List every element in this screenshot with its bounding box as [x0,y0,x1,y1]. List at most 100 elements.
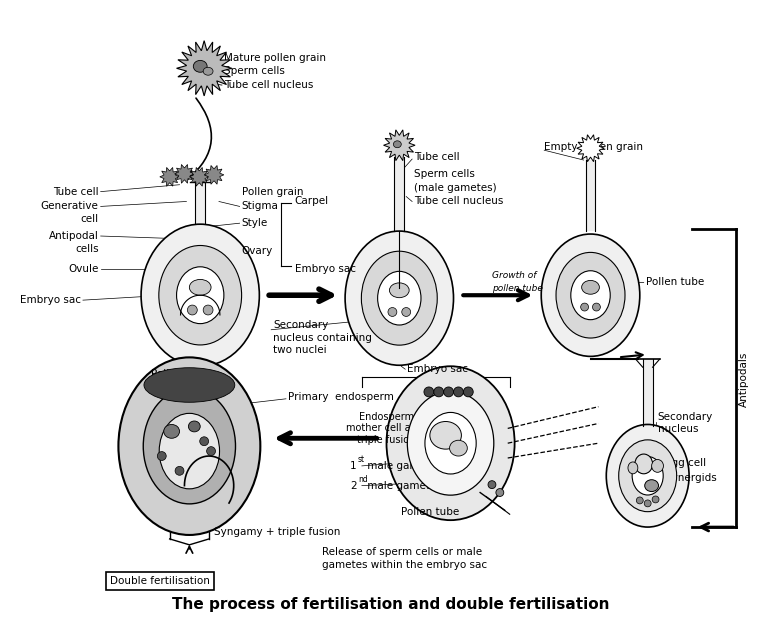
Ellipse shape [425,412,476,474]
Text: Carpel: Carpel [295,197,329,207]
Ellipse shape [203,67,213,75]
Bar [195,182,205,236]
Text: Release of sperm cells or male: Release of sperm cells or male [322,547,482,557]
Text: Syngamy + triple fusion: Syngamy + triple fusion [214,527,341,537]
Ellipse shape [144,368,235,402]
Ellipse shape [443,387,454,397]
Ellipse shape [556,253,625,338]
Ellipse shape [387,366,514,520]
Text: cells: cells [75,244,99,254]
Ellipse shape [541,234,640,356]
Ellipse shape [606,424,689,527]
Text: Ovule: Ovule [68,264,99,274]
Text: Primary  endosperm: Primary endosperm [288,392,394,402]
Text: Egg cell: Egg cell [665,458,706,468]
Ellipse shape [464,387,473,397]
Ellipse shape [635,454,653,474]
Ellipse shape [141,224,259,366]
Text: two nuclei: two nuclei [273,345,327,355]
Ellipse shape [408,391,494,495]
Text: Growth of: Growth of [492,271,536,280]
Ellipse shape [644,500,651,507]
Ellipse shape [175,466,184,475]
Text: Stigma: Stigma [242,202,279,211]
Text: male gamete: male gamete [364,461,436,471]
Text: Secondary: Secondary [273,320,328,330]
Ellipse shape [177,267,224,323]
Ellipse shape [207,447,216,455]
Ellipse shape [636,497,643,504]
Text: Tube cell: Tube cell [53,187,99,197]
Text: Tube cell: Tube cell [414,152,460,162]
Text: Pollen tube: Pollen tube [401,508,460,518]
Polygon shape [189,167,209,186]
Text: nucleus containing: nucleus containing [273,333,372,343]
Ellipse shape [496,489,504,496]
Ellipse shape [388,307,397,317]
Ellipse shape [430,422,461,449]
Ellipse shape [361,251,437,345]
Ellipse shape [345,231,454,365]
Text: triple fusion: triple fusion [357,435,415,445]
Ellipse shape [390,283,409,298]
Text: 2: 2 [350,481,356,491]
Polygon shape [384,130,415,160]
Ellipse shape [628,462,638,474]
Text: Empty pollen grain: Empty pollen grain [544,142,643,152]
Ellipse shape [143,389,236,504]
Ellipse shape [488,481,496,489]
Text: cell: cell [81,214,99,225]
Text: Tube cell nucleus: Tube cell nucleus [414,197,503,207]
Text: Sperm cells: Sperm cells [414,169,475,179]
Text: Pollen grain: Pollen grain [242,187,303,197]
Polygon shape [177,40,232,96]
Ellipse shape [377,271,421,325]
Ellipse shape [188,421,200,432]
Text: Style: Style [242,218,268,228]
Ellipse shape [159,246,242,345]
Text: Generative: Generative [40,202,99,211]
Text: Embryo sac: Embryo sac [295,264,356,274]
Text: Mature pollen grain: Mature pollen grain [224,53,326,63]
Bar [586,160,595,231]
Ellipse shape [163,424,180,439]
Ellipse shape [193,60,207,72]
Ellipse shape [424,387,434,397]
Ellipse shape [157,452,166,460]
Bar [394,157,405,231]
Text: gametes within the embryo sac: gametes within the embryo sac [322,560,488,570]
Ellipse shape [118,358,261,535]
Ellipse shape [189,279,211,295]
Text: nucleus: nucleus [657,424,698,434]
Text: Pollen tube: Pollen tube [646,277,704,287]
Text: mother cell after: mother cell after [345,424,427,434]
Text: male gamete: male gamete [364,481,436,491]
Text: 1: 1 [350,461,356,471]
Text: Double fertilisation: Double fertilisation [110,577,210,587]
Ellipse shape [571,271,610,320]
Ellipse shape [580,303,588,311]
Polygon shape [159,167,180,186]
Ellipse shape [619,440,677,512]
Text: nd: nd [358,475,368,484]
Text: (male gametes): (male gametes) [414,183,496,193]
Ellipse shape [633,457,663,495]
Ellipse shape [454,387,464,397]
Ellipse shape [645,480,658,491]
Ellipse shape [401,307,411,317]
Text: Tube cell nucleus: Tube cell nucleus [224,80,314,90]
Text: Antipodal: Antipodal [49,231,99,241]
Polygon shape [204,165,224,184]
Text: pollen tube: pollen tube [492,284,543,293]
Text: The process of fertilisation and double fertilisation: The process of fertilisation and double … [172,596,609,611]
Ellipse shape [187,305,198,315]
Bar [643,360,653,427]
Text: Secondary: Secondary [657,412,713,422]
Text: Ovary: Ovary [242,246,273,256]
Text: Synergids: Synergids [665,473,717,483]
Text: Endosperm: Endosperm [359,412,414,422]
Polygon shape [576,135,605,162]
Ellipse shape [652,460,664,472]
Text: Sperm cells: Sperm cells [224,67,285,77]
Ellipse shape [434,387,443,397]
